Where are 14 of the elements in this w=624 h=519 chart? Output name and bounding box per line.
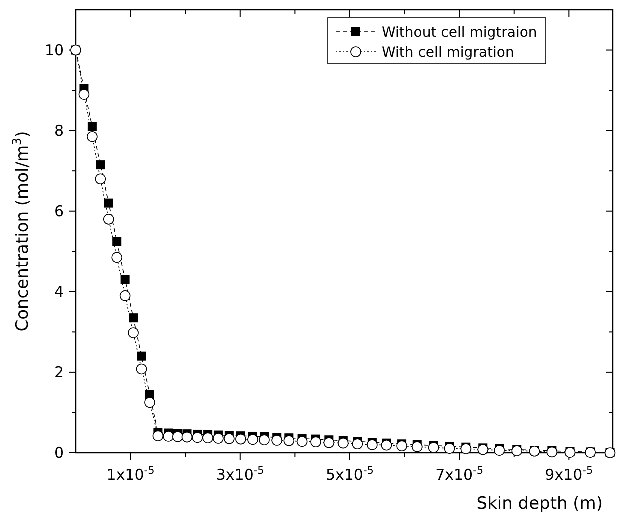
y-tick-label: 6 [54, 202, 64, 220]
x-tick-label: 5x10$^{-5}$ [326, 465, 374, 484]
x-tick-label: 1x10$^{-5}$ [106, 465, 155, 484]
y-tick-label: 10 [44, 41, 64, 60]
y-tick-label: 8 [54, 122, 64, 140]
x-tick-label: 9x10$^{-5}$ [545, 465, 594, 484]
legend-label: Without cell migtraion [382, 25, 538, 41]
x-tick-label: 3x10$^{-5}$ [216, 465, 264, 484]
x-tick-label: 7x10$^{-5}$ [436, 465, 484, 484]
legend-label: With cell migration [382, 45, 514, 61]
y-tick-label: 0 [54, 444, 64, 462]
y-tick-label: 4 [54, 282, 64, 301]
x-axis-title: Skin depth (m) [476, 494, 603, 514]
y-tick-label: 2 [54, 363, 64, 382]
